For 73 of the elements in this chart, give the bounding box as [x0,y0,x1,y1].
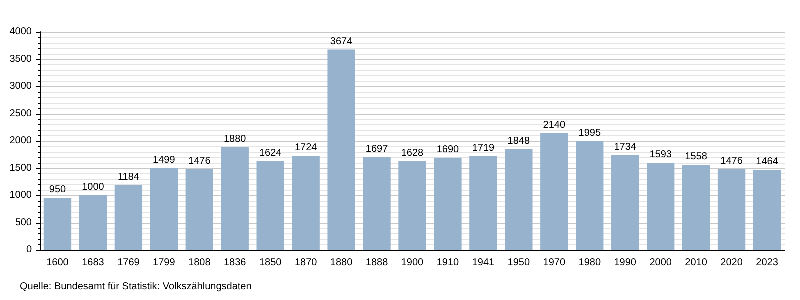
bar [328,50,356,250]
bar [612,155,640,250]
x-tick-label: 1769 [118,258,140,268]
data-label: 1995 [578,128,602,139]
bar [470,156,498,250]
bar [576,141,604,250]
y-tick-label: 2000 [10,136,32,146]
bar [398,161,426,250]
data-label: 1476 [720,156,744,168]
bar [221,148,249,250]
x-tick-label: 1836 [224,258,247,268]
x-tick-label: 1910 [436,258,460,268]
data-label: 1000 [82,182,105,193]
data-label: 1184 [118,172,140,183]
x-tick-label: 1683 [82,258,105,268]
bar [292,156,320,250]
x-tick-label: 2020 [720,258,744,268]
bar [434,158,462,250]
source-note: Quelle: Bundesamt für Statistik: Volkszählungsdaten [20,282,252,292]
x-tick-label: 2000 [650,258,672,268]
bar [363,158,391,250]
data-label: 1558 [685,152,708,163]
y-tick-label: 1500 [10,162,32,174]
x-tick-label: 1980 [578,258,602,268]
y-tick-label: 3500 [10,54,32,65]
x-tick-label: 1941 [472,258,496,268]
bar [44,198,72,250]
bar [540,133,568,250]
bar [753,170,782,250]
data-label: 1624 [259,148,282,159]
bar [256,161,284,250]
x-tick-label: 1799 [153,258,176,268]
x-tick-label: 1850 [259,258,282,268]
x-tick-label: 1990 [614,258,637,268]
x-tick-label: 2023 [756,258,779,268]
data-label: 1724 [294,142,318,154]
y-tick-label: 1000 [10,190,32,201]
bar [79,196,108,250]
data-label: 1880 [224,134,247,146]
bar [718,170,746,250]
bar [186,170,214,250]
x-tick-label: 1950 [508,258,530,268]
data-label: 1690 [436,144,460,156]
y-tick-label: 500 [15,217,32,228]
data-label: 1848 [508,136,530,147]
bar [505,149,533,250]
data-label: 1464 [756,156,779,168]
x-tick-label: 1970 [543,258,566,268]
bar [150,168,178,250]
data-label: 1734 [614,142,637,153]
x-tick-label: 2010 [685,258,708,268]
y-tick-label: 0 [26,244,32,256]
x-tick-label: 1870 [294,258,318,268]
data-label: 1476 [188,156,212,168]
data-label: 1499 [153,154,176,166]
data-label: 1697 [366,144,389,156]
data-label: 2140 [543,120,566,131]
data-label: 1593 [650,150,672,161]
x-tick-label: 1600 [46,258,70,268]
x-tick-label: 1900 [401,258,424,268]
x-tick-label: 1880 [330,258,354,268]
bar [114,185,143,250]
data-label: 3674 [330,36,354,48]
data-label: 1719 [472,142,496,154]
data-label: 950 [49,184,67,196]
y-tick-label: 3000 [10,81,32,92]
y-tick-label: 4000 [10,26,32,38]
data-label: 1628 [401,148,424,159]
x-tick-label: 1808 [188,258,212,268]
x-tick-label: 1888 [366,258,389,268]
y-tick-label: 2500 [10,108,32,120]
bar [647,163,675,250]
bar [682,165,710,250]
